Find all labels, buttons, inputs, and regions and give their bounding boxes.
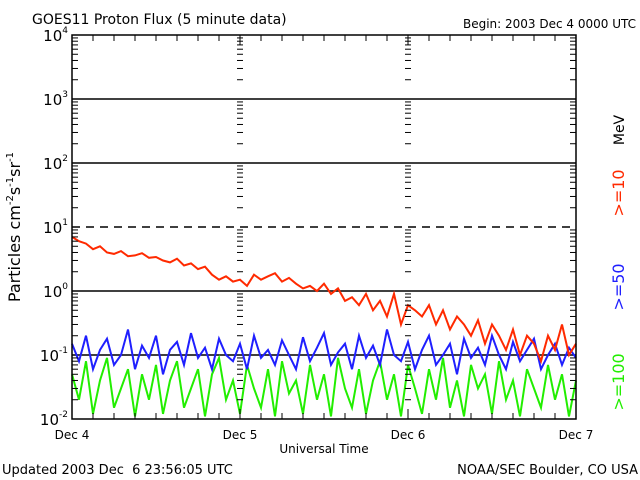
x-tick-label: Dec 6: [391, 428, 426, 442]
y-tick-exponent: -2: [59, 410, 68, 420]
series-line-10mev: [71, 236, 577, 365]
y-axis-label-sup: -1: [5, 152, 16, 162]
y-tick-exponent: 1: [62, 218, 68, 228]
grid: [72, 98, 576, 356]
y-tick-label: 103: [43, 90, 68, 109]
y-tick-label: 10-2: [40, 410, 68, 429]
legend-entry-100mev: >=100: [609, 353, 628, 410]
x-tick-label: Dec 7: [559, 428, 594, 442]
y-axis-label-sup: -1: [5, 177, 16, 187]
x-tick-label: Dec 5: [223, 428, 258, 442]
y-tick-base: 10: [43, 155, 62, 173]
x-tick-labels: Dec 4 Dec 5 Dec 6 Dec 7: [55, 428, 594, 442]
y-tick-exponent: 4: [62, 26, 68, 36]
y-tick-base: 10: [43, 27, 62, 45]
y-tick-label: 101: [43, 218, 68, 237]
y-tick-exponent: -1: [59, 346, 68, 356]
y-axis-label: Particles cm-2s-1sr-1: [5, 152, 24, 302]
updated-timestamp: Updated 2003 Dec 6 23:56:05 UTC: [2, 463, 233, 478]
y-axis-label-s: s: [5, 187, 24, 195]
y-tick-label: 10-1: [40, 346, 68, 365]
credit-text: NOAA/SEC Boulder, CO USA: [457, 463, 638, 478]
y-tick-label: 100: [43, 282, 68, 301]
legend-entry-50mev: >=50: [609, 263, 628, 310]
axis-ticks: [72, 35, 576, 419]
legend-unit: MeV: [612, 114, 628, 145]
legend-entry-10mev: >=10: [609, 169, 628, 216]
series-line-100mev: [71, 354, 577, 417]
y-tick-base: 10: [43, 91, 62, 109]
series-group: [71, 236, 577, 417]
y-tick-base: 10: [43, 219, 62, 237]
x-axis-label: Universal Time: [279, 442, 368, 456]
y-axis-label-sr: sr: [5, 162, 24, 177]
begin-label: Begin: 2003 Dec 4 0000 UTC: [463, 17, 636, 31]
y-tick-label: 102: [43, 154, 68, 173]
chart-title: GOES11 Proton Flux (5 minute data): [32, 12, 287, 28]
y-axis-label-main: Particles cm: [5, 205, 24, 302]
y-tick-label: 104: [43, 26, 68, 45]
y-tick-exponent: 2: [62, 154, 68, 164]
series-line-50mev: [71, 329, 577, 375]
y-axis-label-sup: -2: [5, 195, 16, 205]
y-tick-exponent: 0: [62, 282, 68, 292]
y-tick-base: 10: [40, 347, 59, 365]
y-tick-base: 10: [40, 411, 59, 429]
y-tick-base: 10: [43, 283, 62, 301]
y-tick-exponent: 3: [62, 90, 68, 100]
x-tick-label: Dec 4: [55, 428, 90, 442]
